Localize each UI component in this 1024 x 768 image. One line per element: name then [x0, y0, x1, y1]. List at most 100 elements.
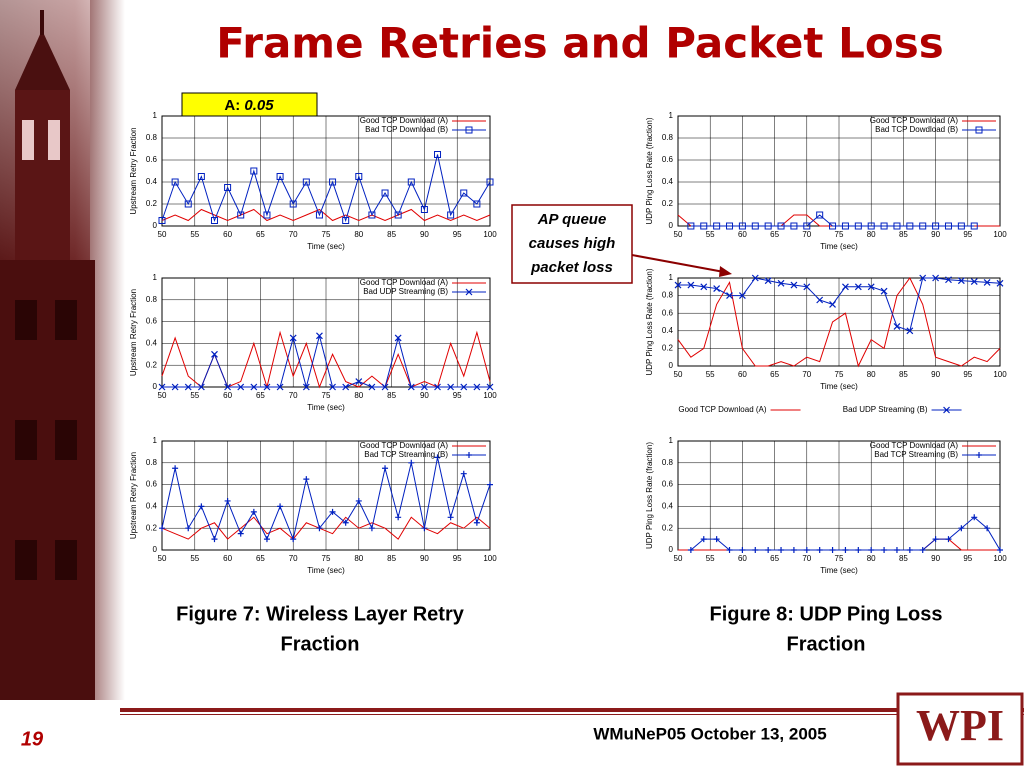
marker: [434, 454, 441, 461]
marker-group: [803, 222, 811, 230]
marker: [906, 327, 914, 335]
series-line: [161, 516, 491, 540]
x-tick-label: 100: [483, 230, 497, 239]
side-image: [0, 0, 125, 700]
marker: [842, 547, 849, 553]
marker: [777, 222, 785, 230]
marker-group: [880, 287, 888, 295]
marker: [932, 536, 939, 543]
marker-group: [932, 536, 939, 543]
marker: [983, 278, 991, 286]
marker-group: [303, 476, 310, 483]
marker-group: [198, 503, 205, 510]
marker-group: [434, 151, 442, 158]
x-tick-label: 75: [322, 391, 331, 400]
marker-group: [829, 222, 837, 230]
x-tick-label: 85: [899, 554, 908, 563]
x-tick-label: 50: [158, 230, 167, 239]
x-tick-label: 80: [867, 370, 876, 379]
marker: [158, 383, 166, 391]
legend-marker: [466, 452, 472, 458]
marker-group: [460, 383, 468, 391]
x-tick-label: 70: [289, 554, 298, 563]
chart: 0 0.2 0.4 0.6 0.8 1 50 55 60 65 70 75 80 85 90 95 100 Tim…: [129, 111, 497, 251]
marker: [751, 274, 759, 282]
logo: WPI: [916, 701, 1004, 750]
y-tick-label: 0.2: [662, 523, 674, 532]
marker-group: [420, 206, 428, 213]
marker-group: [342, 519, 349, 526]
series-line: [161, 457, 491, 541]
marker-group: [957, 277, 965, 285]
marker-group: [184, 200, 192, 208]
marker: [803, 283, 811, 291]
marker: [700, 222, 708, 230]
marker: [466, 452, 472, 458]
marker-group: [197, 383, 205, 391]
marker: [943, 406, 950, 414]
marker: [842, 283, 849, 291]
marker: [957, 222, 965, 230]
marker: [460, 383, 468, 391]
marker-group: [829, 300, 836, 308]
x-tick-label: 65: [256, 554, 265, 563]
y-tick-label: 1: [153, 273, 158, 282]
marker-group: [906, 327, 914, 335]
marker: [407, 178, 415, 186]
marker-group: [945, 276, 952, 284]
legend-marker: [943, 406, 950, 414]
marker: [276, 173, 284, 180]
marker: [790, 281, 798, 289]
marker-group: [971, 514, 978, 521]
marker-group: [713, 222, 721, 230]
marker-group: [919, 274, 927, 282]
marker: [263, 383, 271, 391]
x-tick-label: 95: [453, 230, 462, 239]
marker: [355, 378, 363, 385]
page-number: 19: [21, 728, 44, 750]
marker-group: [816, 547, 823, 553]
marker: [197, 173, 205, 180]
marker-group: [250, 167, 258, 175]
marker-group: [713, 285, 721, 292]
marker: [945, 536, 952, 543]
marker: [368, 383, 376, 391]
x-tick-label: 90: [931, 230, 940, 239]
marker: [726, 222, 734, 230]
marker-group: [893, 322, 901, 330]
marker: [407, 383, 415, 391]
marker: [803, 222, 811, 230]
marker: [829, 300, 836, 308]
marker-group: [158, 217, 166, 224]
marker: [867, 222, 875, 230]
marker-group: [224, 184, 232, 191]
y-tick-label: 0.6: [662, 155, 674, 164]
marker: [185, 525, 192, 532]
x-tick-label: 90: [420, 230, 429, 239]
y-tick-label: 1: [153, 436, 158, 445]
marker: [751, 222, 759, 230]
marker: [329, 178, 337, 186]
y-tick-label: 0.2: [146, 199, 158, 208]
marker: [224, 184, 232, 191]
marker: [198, 503, 205, 510]
marker: [700, 283, 708, 291]
marker-group: [854, 222, 862, 230]
marker-group: [368, 211, 376, 219]
y-tick-label: 0: [153, 221, 158, 230]
marker-group: [957, 222, 965, 230]
marker-group: [790, 547, 797, 553]
marker: [764, 222, 772, 230]
marker-group: [171, 178, 179, 186]
marker-group: [447, 514, 454, 521]
marker: [739, 547, 746, 553]
marker-group: [434, 454, 441, 461]
x-tick-label: 75: [835, 554, 844, 563]
marker: [829, 547, 836, 553]
marker: [237, 211, 245, 219]
marker: [487, 481, 493, 488]
marker-group: [486, 383, 494, 391]
marker-group: [447, 383, 455, 391]
x-tick-label: 60: [223, 391, 232, 400]
chart: 0 0.2 0.4 0.6 0.8 1 50 55 60 65 70 75 80 85 90 95 100 Tim…: [645, 111, 1007, 251]
